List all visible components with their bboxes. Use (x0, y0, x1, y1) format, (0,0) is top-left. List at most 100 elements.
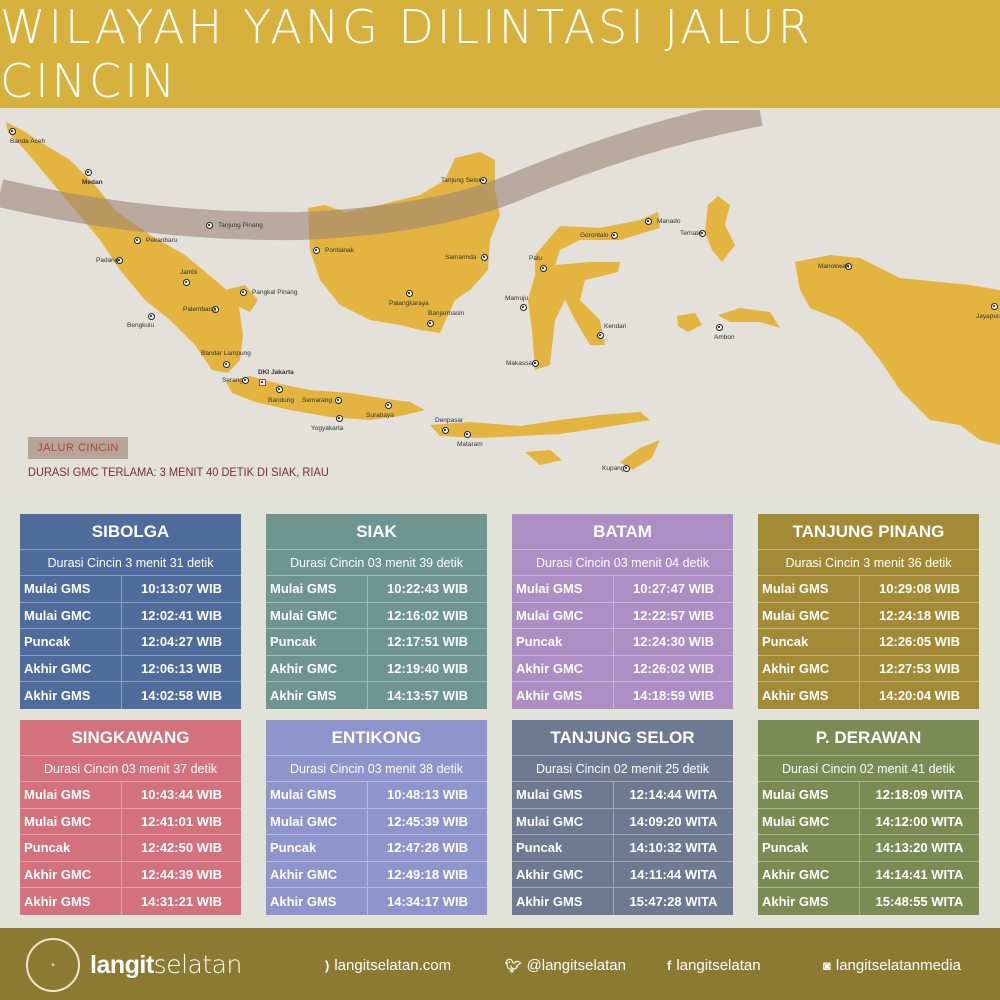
longest-duration-note: DURASI GMC TERLAMA: 3 MENIT 40 DETIK DI … (28, 465, 329, 479)
table-row: Puncak 12:04:27 WIB (20, 629, 241, 656)
table-row: Akhir GMC 12:26:02 WIB (512, 655, 733, 682)
location-table: TANJUNG PINANG Durasi Cincin 3 menit 36 d… (758, 514, 979, 709)
location-tables: SIBOLGA Durasi Cincin 3 menit 31 detik Mul… (0, 500, 1000, 924)
phase-time: 12:19:40 WIB (387, 660, 468, 676)
phase-time: 15:47:28 WITA (629, 893, 718, 909)
instagram-label: langitselatanmedia (835, 957, 961, 974)
phase-label: Mulai GMS (266, 782, 368, 808)
city-label: Denpasar (435, 417, 464, 424)
location-name: TANJUNG PINANG (758, 514, 979, 550)
table-row: Akhir GMC 14:11:44 WITA (512, 861, 733, 888)
phase-time: 14:12:00 WITA (875, 813, 964, 829)
table-row: Mulai GMC 12:24:18 WIB (758, 602, 979, 629)
facebook-label: langitselatan (676, 957, 761, 974)
city-label: Banda Aceh (10, 138, 46, 145)
city-marker-icon (539, 264, 547, 272)
city-marker-icon (182, 278, 190, 286)
phase-time: 14:11:44 WITA (629, 866, 718, 882)
city-label: Semarang (302, 397, 332, 404)
phase-time: 12:02:41 WIB (141, 607, 222, 623)
phase-time: 14:09:20 WITA (629, 813, 718, 829)
phase-time: 12:45:39 WIB (387, 813, 468, 829)
city-marker-icon (441, 426, 449, 434)
landmass (6, 122, 1000, 470)
city-label: Mataram (457, 441, 483, 448)
city-label: Surabaya (366, 412, 394, 419)
papua (795, 255, 1000, 445)
city-marker-icon (519, 303, 527, 311)
city-marker-icon (990, 302, 998, 310)
location-table: SINGKAWANG Durasi Cincin 03 menit 37 deti… (20, 720, 241, 915)
phase-time: 10:27:47 WIB (633, 581, 714, 597)
phase-time: 12:26:05 WIB (879, 634, 960, 650)
table-row: Akhir GMS 14:13:57 WIB (266, 682, 487, 709)
page-title: WILAYAH YANG DILINTASI JALUR CINCIN (0, 0, 813, 108)
phase-label: Akhir GMC (266, 655, 368, 681)
phase-time: 12:06:13 WIB (141, 660, 222, 676)
facebook-link[interactable]: f langitselatan (667, 957, 761, 974)
city-marker-icon (275, 385, 283, 393)
city-marker-icon (463, 430, 471, 438)
city-label: Jambi (180, 269, 198, 276)
location-name: P. DERAWAN (758, 720, 979, 756)
phase-time: 12:18:09 WITA (875, 787, 964, 803)
table-row: Akhir GMC 12:49:18 WIB (266, 861, 487, 888)
table-row: Akhir GMS 15:47:28 WITA (512, 888, 733, 915)
langitselatan-seal-logo: ✦ (26, 938, 80, 992)
footer: ✦ langitselatan ) langitselatan.com 🐦︎ @la… (0, 928, 1000, 1000)
city-marker-icon (480, 253, 488, 261)
city-marker-icon (133, 236, 141, 244)
phase-time: 10:13:07 WIB (141, 581, 222, 597)
city-label: Palangkaraya (389, 300, 429, 307)
phase-label: Akhir GMC (512, 655, 614, 681)
city-label: Serang (222, 377, 243, 384)
ring-duration: Durasi Cincin 02 menit 41 detik (758, 756, 979, 782)
timor (620, 440, 660, 470)
phase-time: 14:20:04 WIB (879, 687, 960, 703)
city-label: Pangkal Pinang (252, 289, 298, 296)
website-link[interactable]: ) langitselatan.com (325, 957, 451, 974)
city-label: Manokwari (818, 263, 850, 270)
phase-time: 14:13:57 WIB (387, 687, 468, 703)
ring-duration: Durasi Cincin 3 menit 31 detik (20, 550, 241, 576)
table-row: Mulai GMC 12:16:02 WIB (266, 602, 487, 629)
phase-label: Puncak (758, 629, 860, 655)
table-row: Akhir GMC 14:14:41 WITA (758, 861, 979, 888)
phase-label: Mulai GMC (512, 602, 614, 628)
city-label: Gorontalo (580, 232, 609, 239)
city-label: Palembang (183, 306, 216, 313)
phase-time: 12:47:28 WIB (387, 840, 468, 856)
rss-icon: ) (325, 958, 330, 973)
table-row: Akhir GMS 14:31:21 WIB (20, 888, 241, 915)
phase-label: Akhir GMC (20, 655, 122, 681)
table-row: Mulai GMS 10:22:43 WIB (266, 576, 487, 603)
phase-label: Mulai GMS (512, 782, 614, 808)
table-row: Mulai GMS 10:13:07 WIB (20, 576, 241, 603)
phase-label: Akhir GMS (266, 682, 368, 709)
city-marker-icon (479, 176, 487, 184)
phase-label: Mulai GMC (266, 808, 368, 834)
location-name: SIAK (266, 514, 487, 550)
phase-time: 12:44:39 WIB (141, 866, 222, 882)
phase-label: Akhir GMS (512, 888, 614, 915)
phase-label: Akhir GMC (20, 861, 122, 887)
instagram-link[interactable]: ◙ langitselatanmedia (823, 957, 961, 974)
table-row: Puncak 14:13:20 WITA (758, 835, 979, 862)
location-table: ENTIKONG Durasi Cincin 03 menit 38 detik M… (266, 720, 487, 915)
city-marker-icon (258, 378, 266, 386)
twitter-link[interactable]: 🐦︎ @langitselatan (505, 957, 626, 974)
city-label: Palu (529, 255, 543, 262)
city-marker-icon (115, 256, 123, 264)
city-marker-icon (596, 331, 604, 339)
phase-label: Mulai GMC (266, 602, 368, 628)
city-marker-icon (222, 360, 230, 368)
brand-logo: langitselatan (90, 950, 242, 980)
legend-ring-path: JALUR CINCIN (28, 437, 128, 459)
table-row: Mulai GMC 14:12:00 WITA (758, 808, 979, 835)
phase-label: Mulai GMC (758, 808, 860, 834)
table-row: Akhir GMS 14:20:04 WIB (758, 682, 979, 709)
city-marker-icon (384, 401, 392, 409)
phase-label: Akhir GMS (20, 682, 122, 709)
table-row: Puncak 12:26:05 WIB (758, 629, 979, 656)
halmahera (705, 196, 735, 262)
